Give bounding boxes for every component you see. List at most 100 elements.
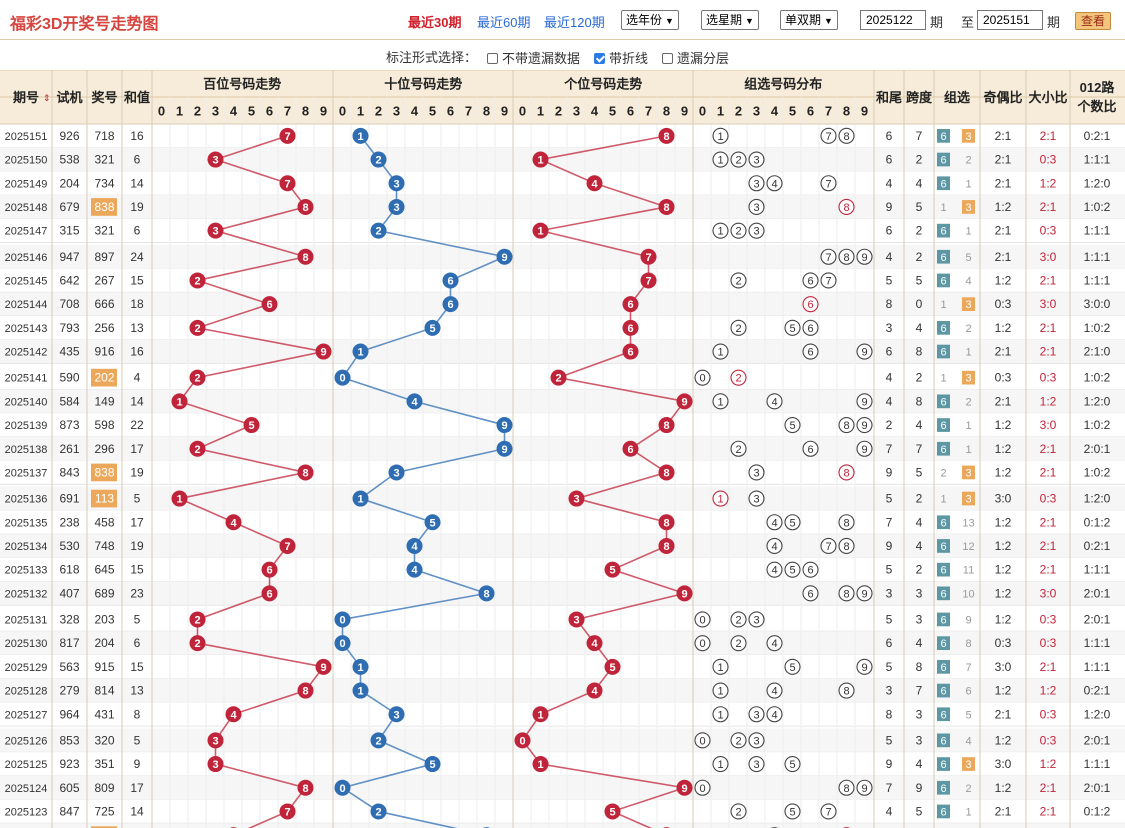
trend-ball [676, 393, 693, 410]
issue-cell: 2025134 [5, 541, 48, 553]
row-bg [0, 702, 1125, 727]
nav-recent-30[interactable]: 最近30期 [408, 15, 462, 30]
group-marker-label: 7 [825, 178, 831, 190]
trend-ball-label: 1 [357, 347, 363, 359]
no-omission-checkbox[interactable]: 不带遗漏数据 [487, 48, 580, 67]
digit-header: 2 [735, 104, 742, 119]
group3-cell: 8 [965, 638, 971, 650]
group-marker-label: 4 [771, 686, 777, 698]
group6-cell: 6 [940, 420, 946, 432]
trend-ball [442, 296, 459, 313]
trend-ball-label: 5 [429, 323, 435, 335]
group3-cell: 2 [965, 323, 971, 335]
big-small-cell: 0:3 [1040, 492, 1057, 506]
test-cell: 261 [59, 442, 79, 456]
sum-cell: 17 [130, 442, 144, 456]
table-row: 2025148 679 838 19 9 5 1 3 1:2 2:1 1:0:2 [0, 195, 1125, 220]
trend-ball-label: 6 [627, 347, 633, 359]
trend-ball [604, 658, 621, 675]
trend-ball [496, 440, 513, 457]
trend-ball-label: 8 [302, 686, 308, 698]
group-marker-label: 4 [771, 541, 777, 553]
digit-header: 1 [537, 104, 544, 119]
group3-cell: 1 [965, 420, 971, 432]
trend-ball-label: 8 [663, 420, 669, 432]
group-marker-label: 3 [753, 178, 759, 190]
group-marker [748, 222, 765, 239]
group-marker [766, 635, 783, 652]
sum-cell: 18 [130, 297, 144, 311]
trend-ball-label: 1 [357, 494, 363, 506]
span-cell: 4 [916, 176, 923, 190]
group3-cell: 1 [965, 806, 971, 818]
group6-cell: 6 [940, 275, 946, 287]
group-marker [838, 464, 855, 481]
year-select[interactable]: 选年份 ▼ [621, 10, 679, 30]
trend-ball-label: 1 [176, 494, 182, 506]
prize-cell: 689 [94, 586, 114, 600]
digit-header: 9 [320, 104, 327, 119]
trend-ball-label: 8 [663, 202, 669, 214]
parity-select[interactable]: 单双期 ▼ [780, 10, 838, 30]
trend-ball-label: 7 [645, 252, 651, 264]
group3-cell: 10 [962, 588, 974, 600]
polyline-checkbox[interactable]: 带折线 [594, 48, 648, 67]
digit-header: 7 [284, 104, 291, 119]
to-issue-input[interactable]: 2025151 [977, 10, 1043, 30]
issue-cell: 2025137 [5, 467, 48, 479]
row-bg [0, 752, 1125, 776]
group6-badge [937, 780, 950, 795]
group-marker-label: 5 [789, 517, 795, 529]
trend-ball [550, 369, 567, 386]
span-cell: 3 [916, 612, 923, 626]
group-marker [694, 732, 711, 749]
digit-header: 5 [429, 104, 436, 119]
span-cell: 7 [916, 442, 923, 456]
trend-ball [568, 611, 585, 628]
sum-cell: 19 [130, 539, 144, 553]
prize-cell: 267 [94, 273, 114, 287]
table-row: 2025140 584 149 14 4 8 6 2 2:1 1:2 1:2:0 [0, 389, 1125, 414]
sum-cell: 13 [130, 321, 144, 335]
trend-ball-label: 8 [663, 131, 669, 143]
odd-even-cell: 0:3 [995, 371, 1012, 385]
group-marker-label: 4 [771, 517, 777, 529]
odd-even-cell: 1:2 [995, 442, 1012, 456]
nav-recent-60[interactable]: 最近60期 [477, 15, 531, 30]
trend-ball-label: 7 [284, 541, 290, 553]
digit-header: 8 [302, 104, 309, 119]
group-marker [784, 319, 801, 336]
trend-ball-label: 5 [609, 662, 615, 674]
group-marker-label: 6 [807, 275, 813, 287]
group6-cell: 6 [940, 178, 946, 190]
trend-ball [189, 369, 206, 386]
group-marker-label: 1 [717, 494, 723, 506]
omission-layer-checkbox[interactable]: 遗漏分层 [662, 48, 729, 67]
digit-header: 5 [248, 104, 255, 119]
trend-ball-label: 0 [339, 638, 345, 650]
big-small-cell: 1:2 [1040, 176, 1057, 190]
from-issue-input[interactable]: 2025122 [860, 10, 926, 30]
trend-ball [604, 561, 621, 578]
issue-cell: 2025123 [5, 806, 48, 818]
table-row: 20251221544882004130:32:10:1:2 [0, 823, 1125, 828]
trend-ball-label: 3 [573, 614, 579, 626]
tail-cell: 5 [886, 273, 893, 287]
nav-recent-120[interactable]: 最近120期 [544, 15, 605, 30]
big-small-cell: 0:3 [1040, 612, 1057, 626]
prize-cell: 666 [94, 297, 114, 311]
group-marker-label: 2 [735, 323, 741, 335]
test-cell: 315 [59, 224, 79, 238]
test-cell: 530 [59, 539, 79, 553]
group-marker-label: 3 [753, 155, 759, 167]
group-marker-label: 9 [861, 420, 867, 432]
chevron-down-icon: ▼ [665, 16, 674, 26]
group-marker [802, 585, 819, 602]
tail-cell: 7 [886, 442, 893, 456]
span-cell: 0 [916, 297, 923, 311]
tail-cell: 6 [886, 129, 893, 143]
query-button[interactable]: 查看 [1075, 12, 1111, 30]
group6-cell: 1 [940, 299, 946, 311]
trend-ball-label: 4 [591, 686, 598, 698]
weekday-select[interactable]: 选星期 ▼ [701, 10, 759, 30]
